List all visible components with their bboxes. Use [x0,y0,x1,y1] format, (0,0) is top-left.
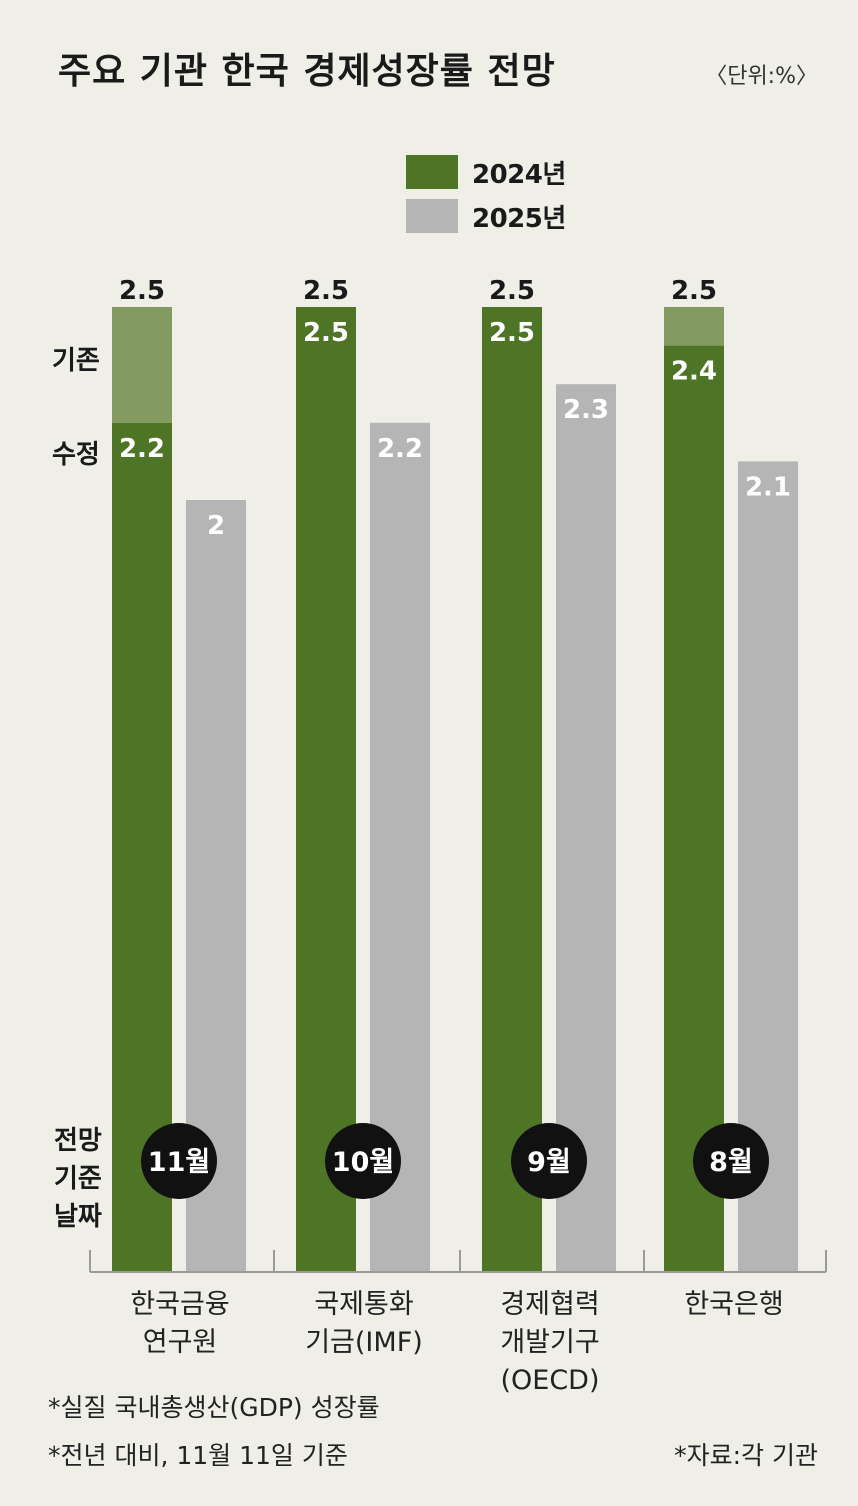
forecast-date-circle-1 [325,1123,401,1199]
label-2025-2: 2.3 [563,395,609,425]
category-label-kif: 한국금융 연구원 [90,1286,270,1362]
bar-2024-2 [482,307,542,1272]
bar-2024-3 [664,345,724,1273]
category-label-oecd: 경제협력 개발기구 (OECD) [460,1286,640,1400]
label-2024-0: 2.2 [119,434,165,464]
label-2024-previous-2: 2.5 [489,276,535,306]
forecast-date-text-0: 11월 [148,1147,210,1178]
forecast-date-label-line2: 기준 [54,1164,102,1194]
label-2025-3: 2.1 [745,472,791,502]
existing-label: 기존 [52,346,100,376]
label-2024-2: 2.5 [489,318,535,348]
label-2024-previous-0: 2.5 [119,276,165,306]
forecast-date-text-1: 10월 [332,1147,394,1178]
forecast-date-label: 전망 기준 날짜 [54,1122,102,1236]
legend-swatch-2025 [406,199,458,233]
forecast-date-label-line1: 전망 [54,1126,102,1156]
category-label-bok: 한국은행 [644,1286,824,1324]
revised-label: 수정 [52,440,100,470]
forecast-date-text-3: 8월 [709,1147,753,1178]
legend-swatch-2024 [406,155,458,189]
category-label-imf-line1: 국제통화 [314,1289,414,1320]
forecast-date-label-line3: 날짜 [54,1202,102,1232]
source-note: *자료:각 기관 [674,1441,818,1470]
bar-2024-previous-3 [664,307,724,346]
unit-label: 〈단위:%〉 [705,64,818,89]
footnote-basis: *전년 대비, 11월 11일 기준 [48,1441,348,1470]
forecast-date-circle-3 [693,1123,769,1199]
category-label-oecd-line2: 개발기구 [500,1327,600,1358]
legend-item-2024: 2024년 [406,150,566,194]
label-2024-previous-3: 2.5 [671,276,717,306]
bar-2025-2 [556,384,616,1272]
label-2025-0: 2 [207,511,225,541]
category-label-kif-line1: 한국금융 [130,1289,230,1320]
legend-label-2025: 2025년 [472,203,566,234]
legend-label-2024: 2024년 [472,159,566,190]
category-label-imf-line2: 기금(IMF) [305,1327,423,1358]
forecast-date-circle-0 [141,1123,217,1199]
category-label-imf: 국제통화 기금(IMF) [274,1286,454,1362]
bar-2024-previous-0 [112,307,172,423]
chart-title: 주요 기관 한국 경제성장률 전망 [58,51,556,92]
forecast-date-text-2: 9월 [527,1147,571,1178]
category-label-oecd-line1: 경제협력 [500,1289,600,1320]
forecast-date-circle-2 [511,1123,587,1199]
label-2024-previous-1: 2.5 [303,276,349,306]
category-label-bok-line1: 한국은행 [684,1289,784,1320]
category-label-kif-line2: 연구원 [142,1327,218,1358]
category-label-oecd-line3: (OECD) [500,1365,600,1396]
label-2024-1: 2.5 [303,318,349,348]
legend: 2024년 2025년 [406,150,566,238]
bar-2024-1 [296,307,356,1272]
label-2025-1: 2.2 [377,434,423,464]
legend-item-2025: 2025년 [406,194,566,238]
label-2024-3: 2.4 [671,357,717,387]
footnote-gdp: *실질 국내총생산(GDP) 성장률 [48,1393,380,1422]
